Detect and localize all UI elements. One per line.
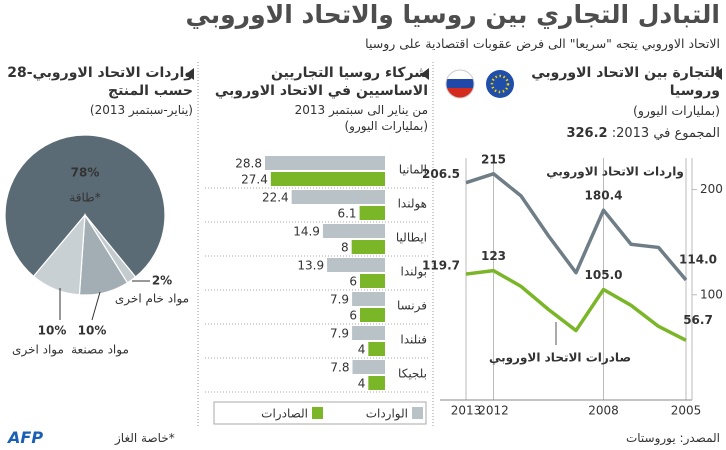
category-label: بولندا [401, 265, 427, 280]
bar [351, 240, 385, 254]
bar [360, 274, 385, 288]
title: التبادل التجاري بين روسيا والاتحاد الاور… [185, 0, 720, 29]
series-label: صادرات الاتحاد الاوروبي [489, 351, 631, 366]
x-tick-label: 2008 [588, 404, 619, 418]
value-label: 13.9 [297, 259, 324, 273]
slice-value-label: 78% [71, 166, 100, 180]
bar [291, 190, 385, 204]
legend-label: الواردات [366, 407, 408, 422]
flag-ring [445, 69, 475, 99]
value-label: 6.1 [337, 207, 356, 221]
value-label: 105.0 [585, 268, 623, 282]
category-label: فرنسا [397, 299, 427, 314]
category-label: ايطاليا [396, 231, 427, 245]
subtitle: الاتحاد الاوروبي يتجه "سريعا" الى فرض عق… [365, 36, 720, 51]
leader [91, 291, 101, 321]
slice-label: مواد خام اخرى [115, 292, 189, 307]
bar [327, 258, 385, 272]
line [465, 172, 688, 282]
value-label: 6 [349, 275, 357, 289]
value-label: 114.0 [679, 253, 717, 267]
bar [352, 292, 385, 306]
legend-box [213, 401, 427, 425]
total: المجموع في 2013: 326.2 [566, 126, 720, 141]
panel-subtitle: من يناير الى سبتمبر 2013 [294, 103, 428, 117]
panel-title: شركاء روسيا التجاريين الاساسيين في الاتح… [214, 65, 428, 99]
value-label: 14.9 [293, 225, 320, 239]
bullet [186, 68, 194, 80]
y-tick-label: 200 [700, 182, 723, 196]
category-label: المانيا [399, 163, 427, 177]
value-label: 22.4 [262, 191, 289, 205]
value-label: 56.7 [683, 313, 713, 327]
category-label: بلجيكا [398, 367, 427, 381]
panel-title: واردات الاتحاد الاوروبي-28 حسب المنتج [7, 65, 193, 99]
value-label: 6 [349, 309, 357, 323]
value-label: 119.7 [422, 259, 460, 273]
value-label: 180.4 [585, 189, 623, 203]
pie-slice [32, 213, 86, 296]
bar [265, 156, 385, 170]
pie-slice [4, 134, 166, 278]
russia-flag [446, 70, 474, 98]
total-label: المجموع في 2013: [611, 126, 720, 141]
bar [368, 376, 385, 390]
x-tick-label: 2005 [671, 404, 702, 418]
logo: AFP [8, 428, 44, 447]
bar [322, 224, 385, 238]
eu-stars [490, 74, 510, 94]
y-tick-label: 100 [700, 287, 723, 301]
value-label: 27.4 [241, 173, 268, 187]
total-value: 326.2 [566, 126, 608, 141]
bar [368, 342, 385, 356]
slice-label: مواد مصنعة [71, 343, 129, 358]
value-label: 7.9 [330, 293, 349, 307]
bar [360, 308, 385, 322]
value-label: 7.8 [330, 361, 349, 375]
value-label: 7.9 [330, 327, 349, 341]
bar [270, 172, 385, 186]
value-label: 206.5 [422, 167, 460, 181]
bar [352, 326, 385, 340]
category-label: هولندا [398, 197, 427, 212]
slice-value-label: 10% [38, 324, 67, 338]
bullet [714, 68, 722, 80]
slice-value-label: 2% [152, 274, 172, 288]
source: المصدر: يوروستات [625, 431, 720, 445]
slice-label: طاقة* [69, 191, 100, 205]
bar [352, 360, 385, 374]
legend-swatch [312, 407, 323, 419]
note: *خاصة الغاز [115, 431, 175, 445]
x-tick-label: 2013 [451, 404, 482, 418]
panel-subtitle: (يناير-سبتمبر 2013) [89, 103, 193, 117]
value-label: 4 [358, 343, 366, 357]
value-label: 123 [481, 249, 506, 263]
value-label: 4 [358, 377, 366, 391]
value-label: 215 [481, 152, 506, 166]
legend-swatch [412, 407, 423, 419]
line [465, 268, 687, 342]
category-label: فنلندا [400, 333, 427, 347]
bar [359, 206, 385, 220]
value-label: 8 [341, 241, 349, 255]
slice-label: مواد اخرى [12, 343, 64, 358]
panel-subtitle: (بمليارات اليورو) [632, 103, 720, 118]
value-label: 28.8 [235, 157, 262, 171]
panel-title: التجارة بين الاتحاد الاوروبي وروسيا [531, 65, 720, 99]
slice-value-label: 10% [78, 324, 107, 338]
panel-unit: (بمليارات اليورو) [344, 119, 428, 133]
x-tick-label: 2012 [478, 404, 509, 418]
eu-flag [486, 70, 514, 98]
legend-label: الصادرات [261, 407, 308, 422]
bullet [421, 68, 429, 80]
series-label: واردات الاتحاد الاوروبي [546, 165, 684, 180]
